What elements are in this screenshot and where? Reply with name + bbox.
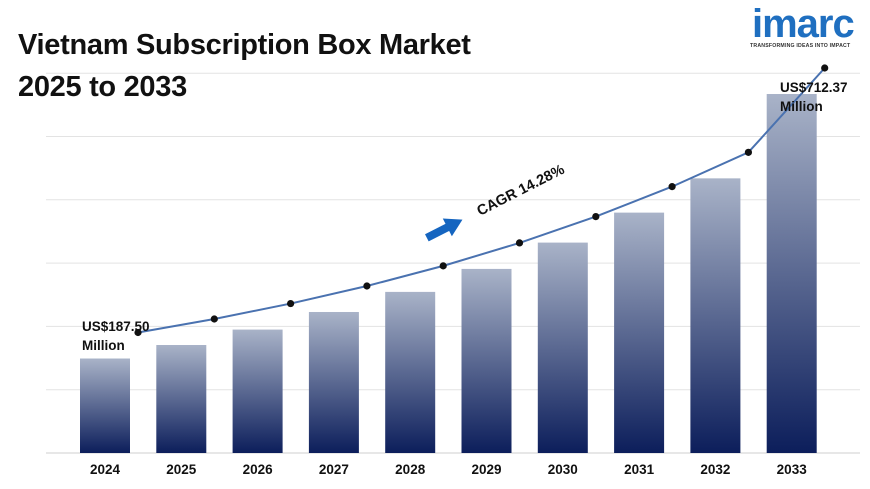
imarc-logo: imarc TRANSFORMING IDEAS INTO IMPACT	[750, 4, 864, 54]
trend-line	[134, 64, 829, 337]
x-axis-labels: 2024 2025 2026 2027 2028 2029 2030 2031 2032 2033	[90, 462, 807, 477]
x-tick-label-2025: 2025	[166, 462, 197, 477]
bars	[80, 94, 817, 453]
trend-marker-2024	[134, 328, 142, 337]
trend-marker-2027	[363, 282, 371, 290]
trend-marker-2032	[744, 148, 753, 156]
trend-marker-2025	[210, 315, 218, 323]
trend-marker-2031	[668, 183, 676, 191]
x-tick-label-2030: 2030	[548, 462, 578, 477]
x-tick-label-2032: 2032	[700, 462, 730, 477]
trend-marker-2026	[287, 299, 295, 308]
end-unit-label: Million	[780, 99, 823, 114]
logo-wordmark: imarc	[752, 2, 855, 46]
bar-2031	[614, 212, 665, 453]
bar-2033	[766, 94, 817, 453]
title-line-2: 2025 to 2033	[18, 71, 187, 103]
chart-title: Vietnam Subscription Box Market 2025 to …	[18, 24, 471, 108]
bar-2026	[232, 329, 283, 453]
trend-marker-2030	[592, 213, 600, 221]
bar-2028	[385, 291, 436, 453]
bar-2027	[308, 311, 359, 453]
title-line-1: Vietnam Subscription Box Market	[18, 29, 471, 61]
bar-2024	[80, 358, 130, 453]
start-value-label: US$187.50	[82, 319, 150, 334]
start-unit-label: Million	[82, 338, 125, 353]
cagr-trend-line	[137, 67, 826, 334]
x-tick-label-2029: 2029	[471, 462, 501, 477]
bar-2030	[537, 242, 588, 453]
cagr-arrow-icon	[425, 218, 463, 242]
x-tick-label-2033: 2033	[777, 462, 808, 477]
end-value-label: US$712.37	[780, 80, 848, 95]
trend-marker-2028	[439, 262, 447, 270]
x-tick-label-2028: 2028	[395, 462, 426, 477]
x-tick-label-2024: 2024	[90, 462, 121, 477]
x-tick-label-2026: 2026	[243, 462, 274, 477]
logo-tagline: TRANSFORMING IDEAS INTO IMPACT	[750, 43, 851, 49]
bar-2025	[156, 345, 207, 453]
cagr-label: CAGR 14.28%	[475, 162, 568, 220]
x-tick-label-2031: 2031	[624, 462, 655, 477]
trend-marker-2033	[821, 64, 829, 72]
trend-marker-2029	[515, 239, 524, 247]
bar-2029	[461, 268, 512, 453]
bar-2032	[690, 178, 741, 453]
x-tick-label-2027: 2027	[319, 462, 349, 477]
